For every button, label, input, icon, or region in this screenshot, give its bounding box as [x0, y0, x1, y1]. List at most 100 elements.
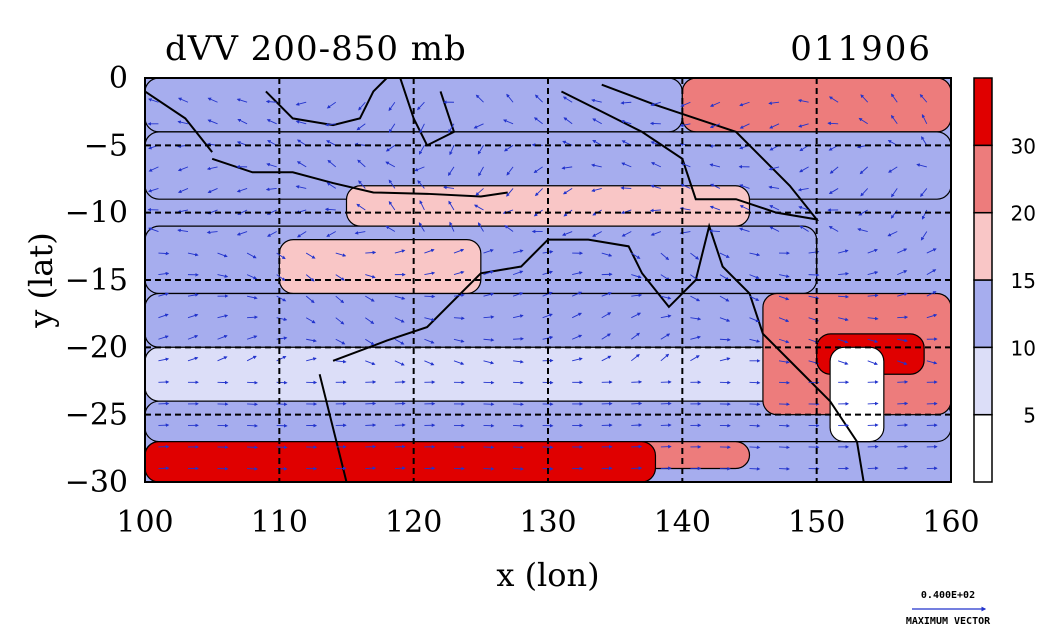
wind-vector	[417, 101, 425, 111]
wind-vector	[592, 118, 602, 125]
wind-vector	[631, 312, 642, 319]
wind-vector	[207, 188, 218, 194]
wind-vector	[512, 249, 524, 254]
wind-vector	[719, 252, 730, 258]
contour-band	[278, 239, 482, 295]
wind-vector	[265, 187, 277, 192]
wind-vector	[217, 274, 229, 278]
wind-vector	[306, 338, 317, 343]
coastline	[265, 78, 388, 127]
x-tick-label: 100	[116, 505, 173, 540]
wind-vector	[891, 188, 898, 198]
wind-vector	[483, 292, 495, 297]
wind-vector	[838, 249, 849, 254]
wind-vector	[920, 188, 928, 197]
wind-vector	[921, 114, 928, 124]
wind-vector	[177, 166, 189, 172]
reference-vector: 0.400E+02 MAXIMUM VECTOR	[906, 590, 991, 627]
x-tick-label: 110	[251, 505, 308, 540]
wind-vector	[158, 335, 169, 340]
colorbar-tick-label: 5	[1023, 404, 1036, 428]
wind-vector	[620, 101, 632, 105]
wind-vector	[857, 227, 868, 232]
wind-vector	[926, 269, 937, 276]
wind-vector	[276, 252, 286, 260]
wind-vector	[394, 249, 406, 254]
wind-vector	[571, 312, 582, 319]
wind-vector	[266, 119, 277, 125]
wind-vector	[749, 274, 760, 279]
wind-vector	[474, 204, 484, 211]
wind-vector	[187, 356, 199, 362]
wind-vector	[921, 209, 928, 220]
wind-vector	[926, 291, 937, 297]
wind-vector	[148, 187, 159, 193]
wind-vector	[148, 98, 159, 103]
wind-vector	[887, 231, 898, 237]
wind-vector	[926, 248, 937, 254]
wind-vector	[719, 317, 731, 322]
wind-vector	[739, 123, 750, 129]
wind-vector	[690, 355, 700, 362]
wind-vector	[778, 274, 790, 278]
wind-vector	[561, 166, 573, 170]
wind-vector	[246, 335, 258, 340]
wind-vector	[246, 295, 258, 300]
wind-vector	[897, 270, 908, 276]
wind-vector	[453, 248, 465, 254]
wind-vector	[828, 96, 839, 103]
wind-vector	[838, 272, 849, 276]
wind-vector	[453, 293, 465, 298]
y-tick-label: 0	[109, 61, 128, 96]
wind-vector	[324, 122, 336, 127]
wind-vector	[236, 98, 248, 103]
wind-vector	[276, 274, 286, 281]
wind-vector	[158, 313, 169, 319]
wind-vector	[660, 333, 671, 340]
wind-vector	[921, 136, 928, 146]
wind-vector	[506, 93, 514, 103]
wind-vector	[926, 360, 938, 365]
wind-vector	[621, 162, 632, 168]
wind-vector	[859, 166, 869, 175]
wind-vector	[276, 317, 288, 322]
wind-vector	[483, 338, 495, 342]
wind-vector	[365, 317, 375, 324]
wind-vector	[926, 313, 938, 319]
reference-vector-value: 0.400E+02	[921, 590, 975, 601]
wind-vector	[860, 188, 869, 197]
wind-vector	[601, 355, 612, 362]
wind-vector	[828, 226, 839, 232]
wind-vector	[512, 270, 524, 276]
wind-vector	[513, 337, 524, 341]
wind-vector	[296, 161, 307, 168]
chart-title: dVV 200-850 mb	[165, 29, 467, 69]
wind-vector	[660, 252, 670, 261]
wind-vector	[749, 252, 761, 257]
wind-vector	[890, 93, 898, 103]
wind-vector	[357, 159, 366, 168]
wind-vector	[916, 163, 927, 168]
y-tick-label: −15	[65, 263, 128, 298]
wind-vector	[483, 360, 495, 365]
wind-vector	[177, 120, 189, 125]
wind-vector	[829, 166, 839, 174]
y-tick-label: −25	[65, 398, 128, 433]
wind-vector	[417, 180, 425, 189]
wind-vector	[267, 231, 277, 237]
wind-vector	[749, 317, 760, 323]
wind-vector	[709, 123, 721, 129]
colorbar-swatch	[973, 77, 993, 147]
wind-vector	[562, 231, 573, 236]
coastline	[560, 83, 820, 221]
wind-vector	[335, 295, 345, 304]
wind-vector	[867, 338, 879, 343]
wind-vector	[709, 205, 721, 211]
wind-vector	[478, 166, 484, 177]
wind-vector	[265, 99, 277, 104]
reference-vector-caption: MAXIMUM VECTOR	[906, 616, 991, 627]
contour-band	[145, 292, 818, 348]
wind-vector	[690, 335, 701, 340]
wind-vector	[739, 227, 750, 232]
